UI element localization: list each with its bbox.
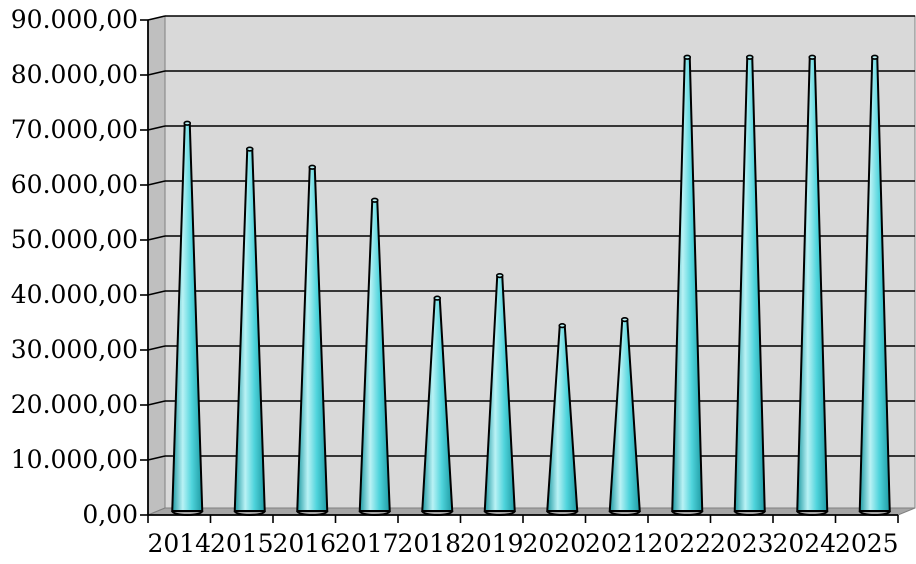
y-tick-label: 0,00 <box>82 500 138 529</box>
cone-cap <box>558 323 567 329</box>
gridline-side <box>147 400 166 406</box>
cone-base <box>546 510 579 516</box>
x-tick-label: 2025 <box>835 529 899 558</box>
cone-bar <box>171 120 204 516</box>
x-tick-label: 2014 <box>147 529 211 558</box>
cone-bar <box>733 54 766 516</box>
cone-cap <box>808 54 817 60</box>
cone-cap <box>495 273 504 279</box>
cone-cap <box>370 197 379 203</box>
gridline-side <box>147 125 166 131</box>
gridline-side <box>147 15 166 21</box>
cone-bar <box>671 54 704 516</box>
x-tick-label: 2021 <box>585 529 649 558</box>
gridline-side <box>147 70 166 76</box>
cone-bar <box>858 54 891 516</box>
cone-bar <box>546 323 579 516</box>
cone-cap <box>870 54 879 60</box>
x-tick-label: 2016 <box>272 529 336 558</box>
y-tick-label: 50.000,00 <box>11 225 138 254</box>
y-tick-label: 20.000,00 <box>11 390 138 419</box>
x-tick-label: 2017 <box>335 529 399 558</box>
y-tick-label: 40.000,00 <box>11 280 138 309</box>
x-tick-label: 2019 <box>460 529 524 558</box>
x-tick-label: 2015 <box>210 529 274 558</box>
cone-base <box>358 510 391 516</box>
cone-bar <box>358 197 391 516</box>
gridline-side <box>147 235 166 241</box>
cone-base <box>233 510 266 516</box>
cone-cap <box>245 146 254 152</box>
cone-cap <box>683 54 692 60</box>
cone-base <box>171 510 204 516</box>
cone-cap <box>183 120 192 126</box>
cone-bar <box>296 164 329 516</box>
side-wall <box>147 15 166 516</box>
cone-bar <box>608 317 641 516</box>
cone-base <box>296 510 329 516</box>
y-tick-label: 30.000,00 <box>11 335 138 364</box>
cone-base <box>483 510 516 516</box>
y-tick-label: 60.000,00 <box>11 170 138 199</box>
cone-cap <box>308 164 317 170</box>
cone-bar <box>421 295 454 516</box>
cone-cap <box>745 54 754 60</box>
gridline-side <box>147 180 166 186</box>
cone-base <box>608 510 641 516</box>
x-tick-label: 2023 <box>710 529 774 558</box>
y-tick-label: 70.000,00 <box>11 115 138 144</box>
cone-bar <box>483 273 516 516</box>
cone-bar <box>796 54 829 516</box>
cone-base <box>421 510 454 516</box>
cone-bar <box>233 146 266 516</box>
cone-cap <box>433 295 442 301</box>
y-tick-label: 90.000,00 <box>11 5 138 34</box>
cone-cap <box>620 317 629 323</box>
x-tick-label: 2022 <box>647 529 711 558</box>
gridline-side <box>147 290 166 296</box>
x-tick-label: 2020 <box>522 529 586 558</box>
cone-base <box>796 510 829 516</box>
y-tick-label: 80.000,00 <box>11 60 138 89</box>
x-tick-label: 2024 <box>772 529 836 558</box>
cone-base <box>858 510 891 516</box>
cone-base <box>733 510 766 516</box>
x-tick-label: 2018 <box>397 529 461 558</box>
y-tick-label: 10.000,00 <box>11 445 138 474</box>
gridline-side <box>147 345 166 351</box>
cone-base <box>671 510 704 516</box>
gridline-side <box>147 455 166 461</box>
